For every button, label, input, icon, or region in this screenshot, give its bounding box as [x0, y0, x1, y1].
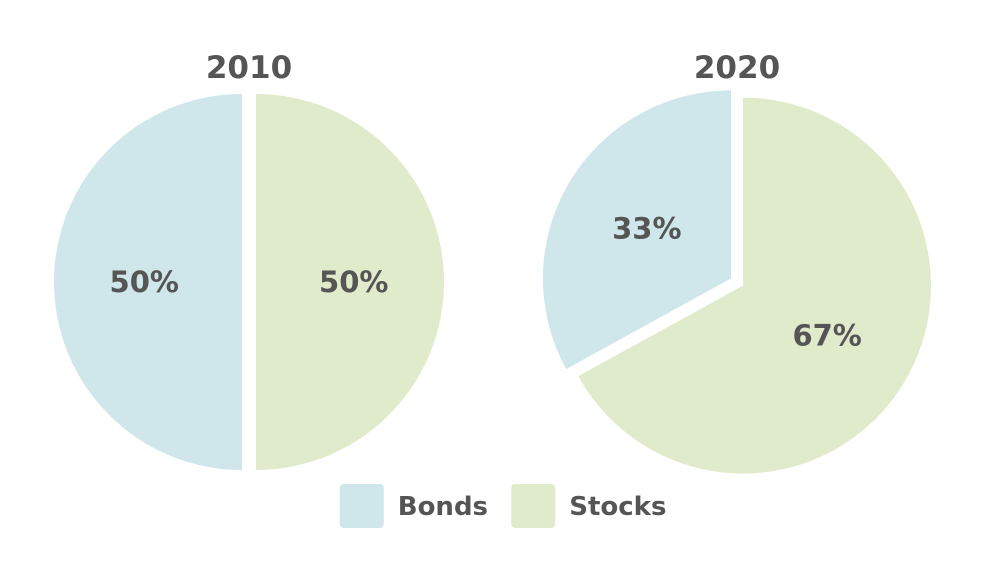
- slice-label-stocks: 67%: [792, 318, 861, 352]
- pie-chart-2020: 2020 33% 67%: [542, 50, 932, 474]
- legend-label-bonds: Bonds: [398, 492, 488, 522]
- pie-slice-stocks: [256, 94, 444, 470]
- slice-label-stocks: 50%: [319, 265, 388, 299]
- chart-title: 2020: [694, 50, 780, 86]
- legend-label-stocks: Stocks: [569, 492, 666, 522]
- legend-swatch-stocks: [511, 484, 556, 528]
- slice-label-bonds: 33%: [612, 212, 681, 246]
- pie-chart-2010: 2010 50% 50%: [54, 50, 444, 470]
- legend: Bonds Stocks: [339, 484, 666, 528]
- pie-slice-stocks: [578, 97, 932, 474]
- pie-slice-bonds: [542, 90, 731, 370]
- chart-title: 2010: [206, 50, 292, 86]
- legend-swatch-bonds: [339, 484, 384, 528]
- slice-label-bonds: 50%: [110, 265, 179, 299]
- pies-group: 2010 50% 50% 2020 33% 67%: [54, 50, 932, 474]
- pie-slice-bonds: [54, 94, 242, 470]
